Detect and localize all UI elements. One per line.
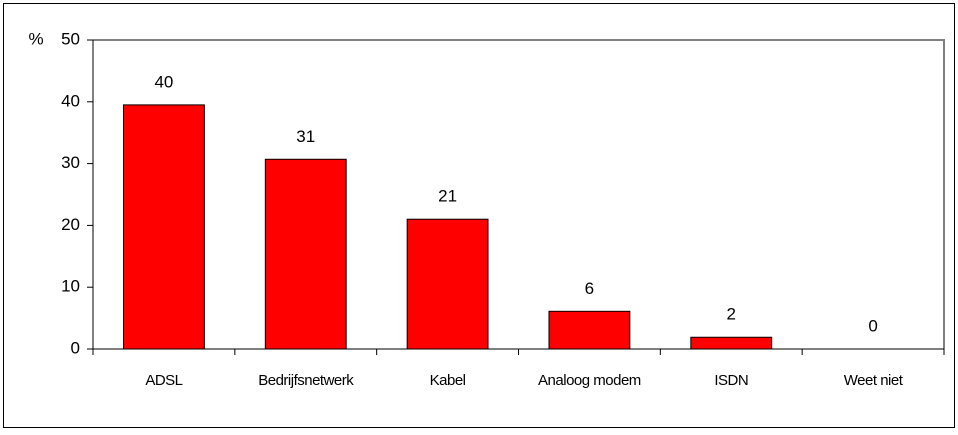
x-tick-label: Bedrijfsnetwerk: [258, 372, 354, 389]
y-axis-label: %: [28, 29, 43, 48]
y-tick-label: 50: [61, 29, 80, 48]
y-tick-label: 20: [61, 215, 80, 234]
x-tick-label: Kabel: [430, 372, 466, 389]
value-label: 40: [154, 72, 173, 91]
y-tick-label: 40: [61, 91, 80, 110]
value-label: 2: [727, 305, 736, 324]
bar: [548, 310, 631, 350]
y-tick-label: 30: [61, 153, 80, 172]
x-tick-label: Analoog modem: [538, 372, 641, 389]
plot-border: [93, 39, 945, 349]
value-label: 31: [296, 127, 315, 146]
bar: [264, 158, 347, 350]
x-tick-label: Weet niet: [844, 372, 904, 389]
y-tick-label: 10: [61, 277, 80, 296]
bar: [122, 104, 205, 350]
y-tick-label: 0: [71, 338, 80, 357]
value-label: 0: [868, 316, 877, 335]
value-label: 21: [438, 187, 457, 206]
value-label: 6: [585, 279, 594, 298]
x-tick-label: ADSL: [145, 372, 182, 389]
bar: [406, 218, 489, 350]
x-tick-label: ISDN: [714, 372, 748, 389]
bar: [690, 336, 773, 350]
